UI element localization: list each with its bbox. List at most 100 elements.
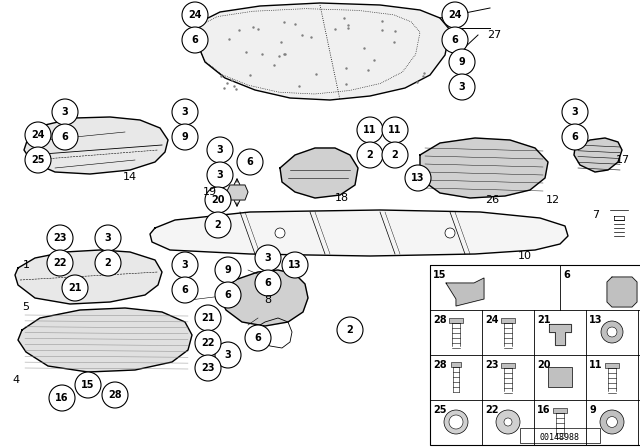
Text: 2: 2 (367, 150, 373, 160)
Circle shape (562, 124, 588, 150)
Circle shape (172, 99, 198, 125)
Circle shape (601, 321, 623, 343)
Text: 3: 3 (182, 107, 188, 117)
Text: 00148988: 00148988 (540, 434, 580, 443)
Text: 11: 11 (364, 125, 377, 135)
Text: 18: 18 (335, 193, 349, 203)
Circle shape (442, 27, 468, 53)
Circle shape (442, 2, 468, 28)
Text: 1: 1 (22, 260, 29, 270)
Text: 28: 28 (433, 315, 447, 325)
Text: 17: 17 (616, 155, 630, 165)
Text: 9: 9 (182, 132, 188, 142)
Circle shape (102, 382, 128, 408)
Text: 6: 6 (572, 132, 579, 142)
Bar (548, 367, 572, 387)
Bar (430, 265, 640, 445)
Circle shape (449, 74, 475, 100)
Text: 23: 23 (53, 233, 67, 243)
Circle shape (496, 410, 520, 434)
Circle shape (382, 117, 408, 143)
Text: 13: 13 (288, 260, 301, 270)
Bar (501, 318, 515, 323)
Text: 25: 25 (31, 155, 45, 165)
Circle shape (62, 275, 88, 301)
Polygon shape (18, 308, 192, 372)
Text: 16: 16 (537, 405, 550, 415)
Text: 6: 6 (61, 132, 68, 142)
Text: 21: 21 (201, 313, 215, 323)
Polygon shape (15, 250, 162, 304)
Text: 20: 20 (211, 195, 225, 205)
Circle shape (449, 415, 463, 429)
Text: 21: 21 (537, 315, 550, 325)
Bar (449, 318, 463, 323)
Text: 23: 23 (485, 360, 499, 370)
Bar (553, 408, 567, 413)
Circle shape (444, 410, 468, 434)
Text: 15: 15 (81, 380, 95, 390)
Circle shape (207, 137, 233, 163)
Text: 6: 6 (246, 157, 253, 167)
Circle shape (215, 342, 241, 368)
Bar (520, 428, 600, 443)
Text: 28: 28 (108, 390, 122, 400)
Text: 24: 24 (448, 10, 461, 20)
Circle shape (49, 385, 75, 411)
Text: 9: 9 (459, 57, 465, 67)
Text: 16: 16 (55, 393, 68, 403)
Text: 10: 10 (518, 251, 532, 261)
Text: 5: 5 (22, 302, 29, 312)
Text: 19: 19 (203, 187, 217, 197)
Circle shape (195, 355, 221, 381)
Circle shape (607, 417, 618, 427)
Text: 3: 3 (61, 107, 68, 117)
Polygon shape (280, 148, 358, 198)
Polygon shape (198, 3, 450, 100)
Text: 23: 23 (201, 363, 215, 373)
Circle shape (237, 149, 263, 175)
Text: 6: 6 (191, 35, 198, 45)
Text: 2: 2 (214, 220, 221, 230)
Text: 3: 3 (216, 145, 223, 155)
Polygon shape (24, 117, 168, 174)
Circle shape (449, 49, 475, 75)
Circle shape (245, 325, 271, 351)
Circle shape (357, 117, 383, 143)
Circle shape (52, 124, 78, 150)
Circle shape (25, 122, 51, 148)
Text: 22: 22 (201, 338, 215, 348)
Circle shape (215, 257, 241, 283)
Text: 6: 6 (182, 285, 188, 295)
Text: 4: 4 (12, 375, 20, 385)
Circle shape (25, 147, 51, 173)
Polygon shape (225, 185, 248, 200)
Text: 24: 24 (31, 130, 45, 140)
Text: 6: 6 (264, 278, 271, 288)
Text: 21: 21 (68, 283, 82, 293)
Text: 6: 6 (255, 333, 261, 343)
Text: 25: 25 (433, 405, 447, 415)
Text: 2: 2 (104, 258, 111, 268)
Polygon shape (446, 278, 484, 306)
Text: 3: 3 (216, 170, 223, 180)
Text: 3: 3 (104, 233, 111, 243)
Circle shape (172, 124, 198, 150)
Circle shape (357, 142, 383, 168)
Circle shape (405, 165, 431, 191)
Text: 6: 6 (563, 270, 570, 280)
Circle shape (195, 330, 221, 356)
Circle shape (172, 252, 198, 278)
Text: 20: 20 (537, 360, 550, 370)
Circle shape (607, 327, 617, 337)
Circle shape (182, 2, 208, 28)
Polygon shape (574, 138, 622, 172)
Circle shape (275, 228, 285, 238)
Circle shape (215, 282, 241, 308)
Polygon shape (607, 277, 637, 307)
Text: 14: 14 (123, 172, 137, 182)
Text: 6: 6 (452, 35, 458, 45)
Text: 7: 7 (593, 210, 600, 220)
Polygon shape (549, 324, 571, 345)
Circle shape (182, 27, 208, 53)
